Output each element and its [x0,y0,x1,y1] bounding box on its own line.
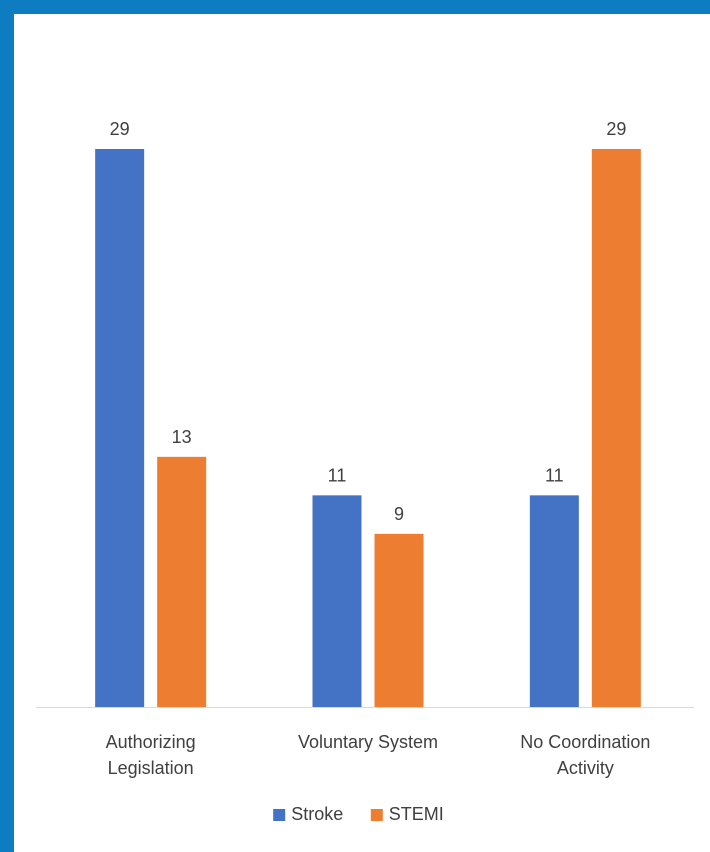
data-labels-layer: 29 13 11 9 11 29 [110,119,627,524]
legend-swatch-stemi [370,809,383,821]
data-label-stemi-1: 9 [394,504,404,524]
bar-stemi-1 [374,533,424,707]
bar-stroke-0 [95,149,145,707]
data-label-stroke-1: 11 [328,465,347,485]
legend: Stroke STEMI [273,804,444,824]
x-tick-labels: Authorizing Legislation Voluntary System No… [106,732,651,778]
data-label-stemi-2: 29 [606,119,626,139]
bar-stroke-2 [529,495,579,707]
bars-layer [95,149,641,707]
legend-label-stroke: Stroke [291,804,343,824]
bar-stemi-2 [591,149,641,707]
legend-label-stemi: STEMI [389,804,444,824]
x-tick-label-1: Voluntary System [298,732,438,752]
x-tick-label-2: No Coordination Activity [520,732,650,778]
data-label-stemi-0: 13 [172,427,192,447]
bar-stroke-1 [312,495,362,707]
bar-stemi-0 [157,456,207,707]
legend-swatch-stroke [273,809,286,821]
data-label-stroke-2: 11 [545,465,564,485]
x-tick-label-0: Authorizing Legislation [106,732,196,778]
data-label-stroke-0: 29 [110,119,130,139]
